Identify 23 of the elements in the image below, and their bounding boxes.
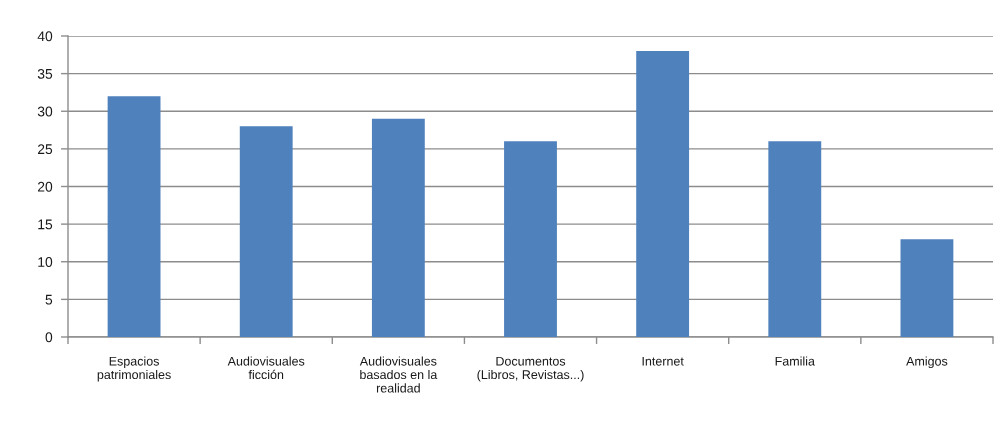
x-tick-label: Espacios patrimoniales [97, 356, 171, 382]
bar [371, 118, 425, 337]
x-tick-label: Familia [775, 356, 815, 366]
bar [504, 141, 557, 337]
y-tick-label: 35 [37, 68, 53, 79]
bar [239, 126, 293, 337]
y-tick-label: 10 [38, 257, 53, 267]
bar [900, 239, 954, 337]
bar [636, 51, 690, 337]
y-tick-label: 30 [37, 106, 53, 117]
bar [768, 141, 822, 337]
y-tick-label: 20 [37, 181, 53, 192]
bar [107, 96, 161, 337]
x-tick-label: Audiovisuales ficción [227, 356, 305, 380]
y-tick-label: 5 [45, 294, 53, 305]
x-tick-label: Internet [642, 356, 684, 366]
x-tick-label: Amigos [906, 356, 948, 369]
y-tick-label: 15 [38, 219, 53, 230]
y-tick-label: 25 [37, 144, 53, 155]
y-tick-label: 40 [37, 31, 53, 42]
y-tick-label: 0 [45, 332, 53, 343]
x-tick-label: Audiovisuales basados en la realidad [359, 356, 438, 393]
x-tick-label: Documentos (Libros, Revistas...) [477, 356, 584, 382]
